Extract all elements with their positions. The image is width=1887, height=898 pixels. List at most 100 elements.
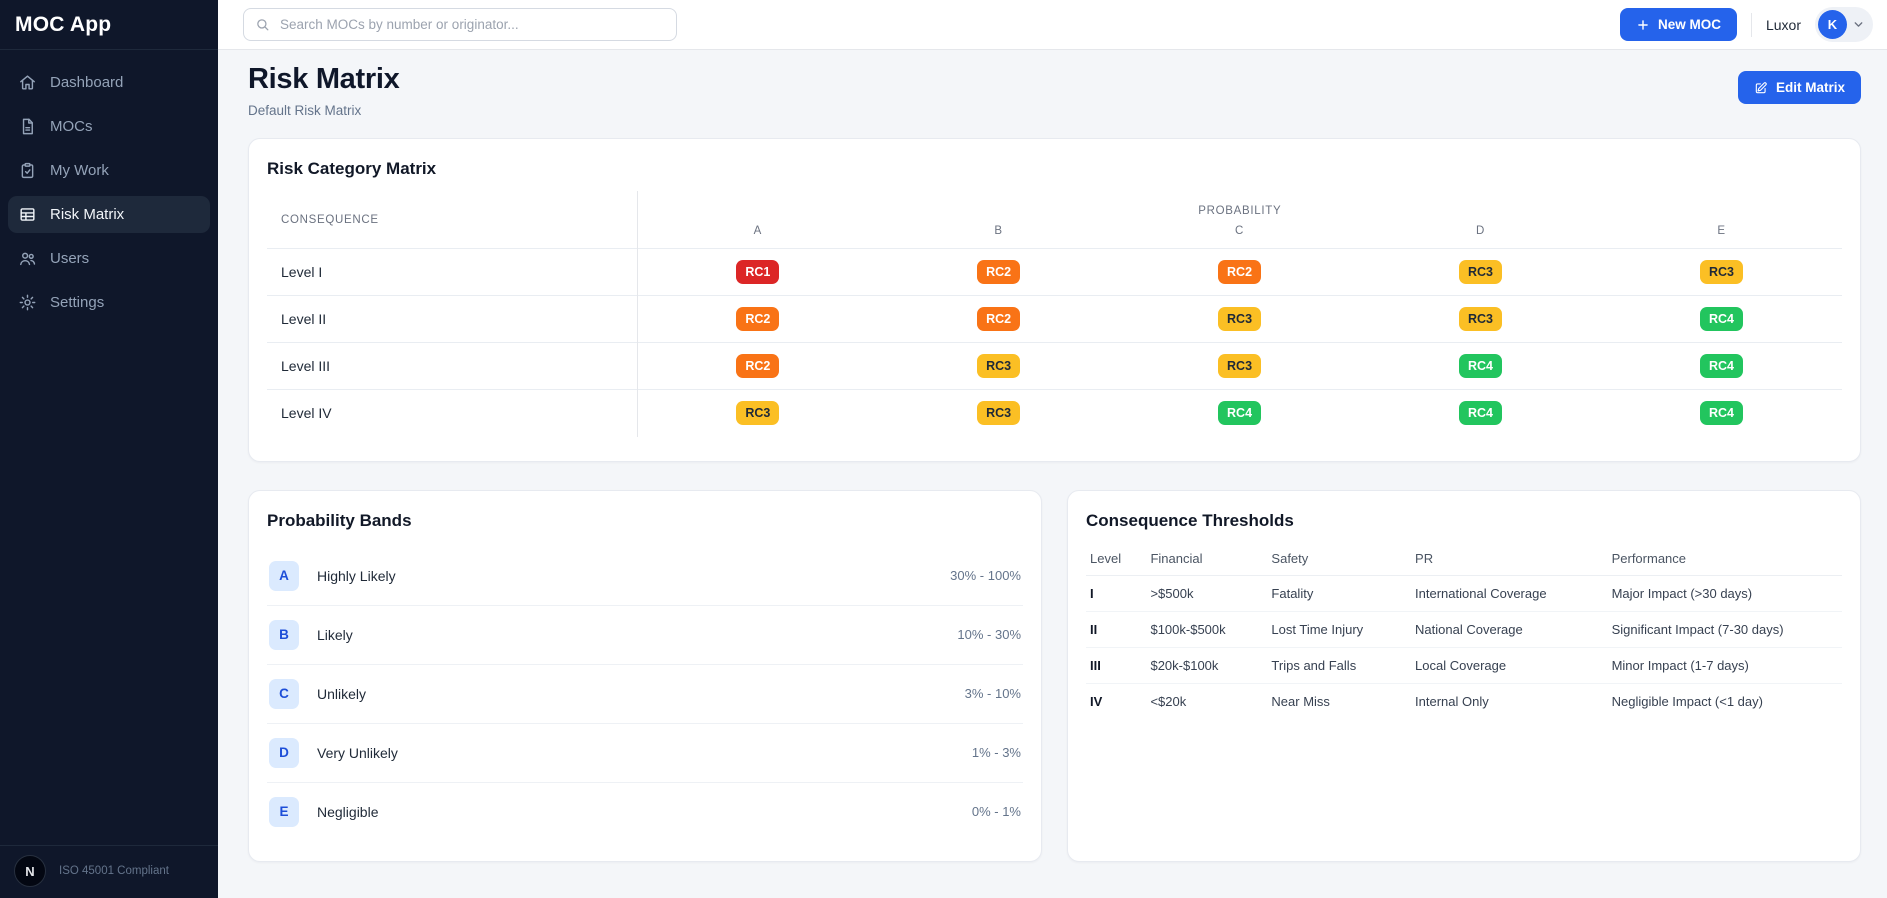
risk-badge-rc1: RC1 — [736, 260, 780, 284]
bands-card-title: Probability Bands — [267, 510, 412, 530]
risk-badge-rc2: RC2 — [736, 307, 780, 331]
risk-badge-rc2: RC2 — [736, 354, 780, 378]
sidebar-item-label: Risk Matrix — [50, 206, 125, 223]
band-row-c: C Unlikely 3% - 10% — [267, 665, 1023, 724]
threshold-cell: Trips and Falls — [1267, 647, 1412, 684]
threshold-row: II $100k-$500k Lost Time Injury National Co… — [1086, 611, 1842, 648]
threshold-cell: $100k-$500k — [1146, 611, 1268, 648]
probability-header: PROBABILITY — [1198, 205, 1282, 217]
threshold-cell: Local Coverage — [1411, 647, 1608, 684]
band-range: 10% - 30% — [957, 627, 1021, 642]
band-range: 0% - 1% — [971, 804, 1021, 819]
band-label: Highly Likely — [317, 567, 396, 584]
threshold-row: I >$500k Fatality International Coverage Maj… — [1086, 575, 1842, 612]
probability-column-E: E — [1717, 225, 1726, 237]
matrix-cell: RC4 — [1601, 295, 1842, 343]
risk-badge-rc3: RC3 — [1459, 260, 1503, 284]
clipboard-icon — [18, 161, 37, 180]
topbar-right: New MOC Luxor K — [1619, 7, 1873, 42]
chevron-down-icon — [1852, 18, 1865, 31]
risk-badge-rc2: RC2 — [977, 260, 1021, 284]
sidebar-item-label: Settings — [50, 294, 105, 311]
matrix-cell: RC2 — [878, 248, 1120, 296]
matrix-cell: RC4 — [1360, 389, 1601, 437]
threshold-cell: Lost Time Injury — [1267, 611, 1412, 648]
matrix-cell: RC2 — [878, 295, 1120, 343]
band-range: 1% - 3% — [971, 745, 1021, 760]
compliance-label: ISO 45001 Compliant — [59, 865, 169, 877]
plus-icon — [1636, 18, 1650, 32]
threshold-header-level: Level — [1086, 542, 1147, 576]
band-letter-badge: B — [269, 619, 299, 650]
threshold-header-performance: Performance — [1607, 542, 1842, 576]
search-input[interactable] — [278, 16, 665, 33]
sidebar-item-dashboard[interactable]: Dashboard — [8, 64, 210, 101]
user-menu[interactable]: K — [1815, 7, 1873, 42]
threshold-cell: Fatality — [1267, 575, 1412, 612]
sidebar-item-my-work[interactable]: My Work — [8, 152, 210, 189]
probability-column-C: C — [1235, 225, 1245, 237]
matrix-cell: RC4 — [1360, 342, 1601, 390]
matrix-row-label: Level III — [267, 342, 638, 390]
users-icon — [18, 249, 37, 268]
risk-matrix-table: CONSEQUENCE PROBABILITY A B C D E Level I RC1… — [267, 191, 1842, 437]
thresholds-card-title: Consequence Thresholds — [1086, 510, 1294, 530]
thresholds-table: Level Financial Safety PR Performance I >$500… — [1086, 542, 1842, 719]
matrix-cell: RC4 — [1601, 342, 1842, 390]
band-letter-badge: D — [269, 737, 299, 768]
topbar: New MOC Luxor K — [218, 0, 1887, 50]
threshold-cell: Minor Impact (1-7 days) — [1607, 647, 1842, 684]
risk-badge-rc3: RC3 — [977, 401, 1021, 426]
band-list: A Highly Likely 30% - 100% B Likely 10% - 30%… — [267, 547, 1023, 841]
risk-badge-rc3: RC3 — [1459, 307, 1503, 331]
org-name: Luxor — [1765, 16, 1801, 33]
threshold-cell: $20k-$100k — [1146, 647, 1268, 684]
threshold-cell: Major Impact (>30 days) — [1607, 575, 1842, 612]
app-logo: MOC App — [0, 0, 218, 50]
page-title-block: Risk Matrix Default Risk Matrix — [248, 63, 400, 118]
band-letter-badge: A — [269, 560, 299, 591]
risk-badge-rc4: RC4 — [1699, 401, 1743, 426]
matrix-cell: RC3 — [878, 389, 1120, 437]
sidebar-item-users[interactable]: Users — [8, 240, 210, 277]
sidebar-item-risk-matrix[interactable]: Risk Matrix — [8, 196, 210, 233]
matrix-row: Level I RC1 RC2 RC2 RC3 RC3 — [267, 248, 1842, 296]
table-icon — [18, 205, 37, 224]
band-label: Unlikely — [317, 685, 367, 702]
matrix-cell: RC3 — [637, 389, 879, 437]
search-box — [243, 8, 677, 41]
page-subtitle: Default Risk Matrix — [248, 103, 362, 118]
risk-badge-rc3: RC3 — [977, 354, 1021, 378]
new-moc-button[interactable]: New MOC — [1619, 8, 1737, 41]
topbar-divider — [1750, 12, 1752, 37]
matrix-cell: RC2 — [637, 342, 879, 390]
matrix-cell: RC3 — [1360, 295, 1601, 343]
risk-badge-rc4: RC4 — [1459, 354, 1503, 378]
sidebar-item-mocs[interactable]: MOCs — [8, 108, 210, 145]
threshold-cell: Near Miss — [1271, 693, 1330, 709]
threshold-cell: Negligible Impact (<1 day) — [1611, 693, 1763, 709]
user-avatar: K — [1818, 10, 1847, 39]
probability-column-D: D — [1476, 225, 1486, 237]
probability-column-B: B — [994, 225, 1003, 237]
sidebar-item-settings[interactable]: Settings — [8, 284, 210, 321]
matrix-row-label: Level I — [267, 248, 638, 296]
band-letter-badge: E — [269, 796, 299, 827]
matrix-cell: RC3 — [1601, 248, 1842, 296]
sidebar: MOC App Dashboard MOCs My Work Risk Matrix U… — [0, 0, 218, 898]
band-label: Likely — [317, 626, 353, 643]
footer-logo-avatar: N — [14, 855, 46, 887]
matrix-cell: RC1 — [637, 248, 879, 296]
threshold-level: IV — [1090, 693, 1103, 709]
edit-matrix-button[interactable]: Edit Matrix — [1737, 71, 1861, 104]
sidebar-item-label: MOCs — [50, 118, 93, 135]
sidebar-item-label: Users — [50, 250, 90, 267]
threshold-cell: International Coverage — [1411, 575, 1608, 612]
band-range: 30% - 100% — [950, 568, 1021, 583]
band-label: Very Unlikely — [317, 744, 398, 761]
matrix-cell: RC3 — [878, 342, 1120, 390]
sidebar-item-label: My Work — [50, 162, 109, 179]
risk-badge-rc3: RC3 — [1218, 307, 1262, 331]
matrix-row-label: Level II — [267, 295, 638, 343]
